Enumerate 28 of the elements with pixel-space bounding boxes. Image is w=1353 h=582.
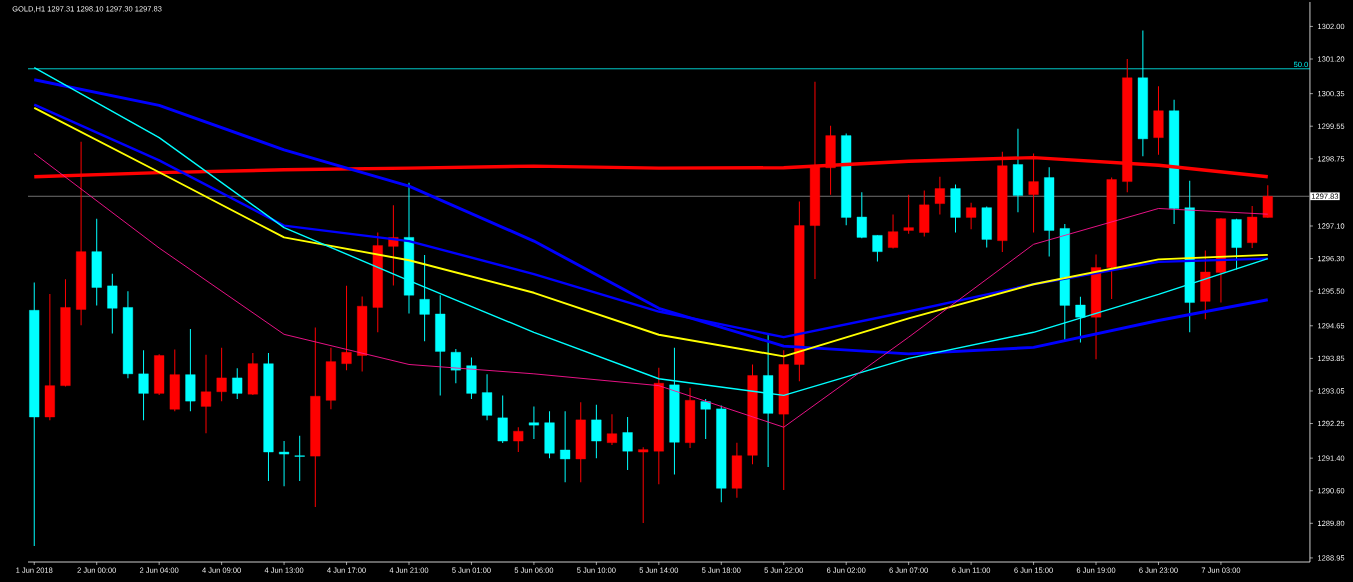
candlestick bbox=[482, 373, 493, 421]
candlestick bbox=[934, 176, 945, 216]
candlestick bbox=[107, 273, 118, 335]
candlestick bbox=[216, 347, 227, 402]
candlestick bbox=[419, 254, 430, 342]
candlestick bbox=[856, 191, 867, 239]
candlestick bbox=[700, 398, 711, 440]
candlestick bbox=[528, 405, 539, 440]
candlestick bbox=[513, 426, 524, 453]
candlestick bbox=[200, 354, 212, 434]
candlestick bbox=[1262, 184, 1273, 219]
candlestick bbox=[279, 440, 290, 487]
candlestick bbox=[138, 349, 149, 421]
candlestick bbox=[294, 435, 305, 482]
candlestick bbox=[341, 285, 352, 371]
candlestick bbox=[966, 202, 977, 230]
candlestick bbox=[622, 416, 633, 471]
candlestick bbox=[888, 214, 899, 249]
candlestick bbox=[560, 410, 571, 483]
candlestick bbox=[497, 394, 508, 444]
candlestick bbox=[606, 413, 618, 446]
candlestick bbox=[450, 348, 461, 384]
candlestick bbox=[638, 446, 649, 524]
candlestick bbox=[591, 404, 602, 459]
candlestick bbox=[232, 367, 243, 400]
candlestick bbox=[1075, 296, 1086, 343]
candlestick bbox=[872, 234, 883, 262]
candlestick bbox=[903, 194, 914, 235]
